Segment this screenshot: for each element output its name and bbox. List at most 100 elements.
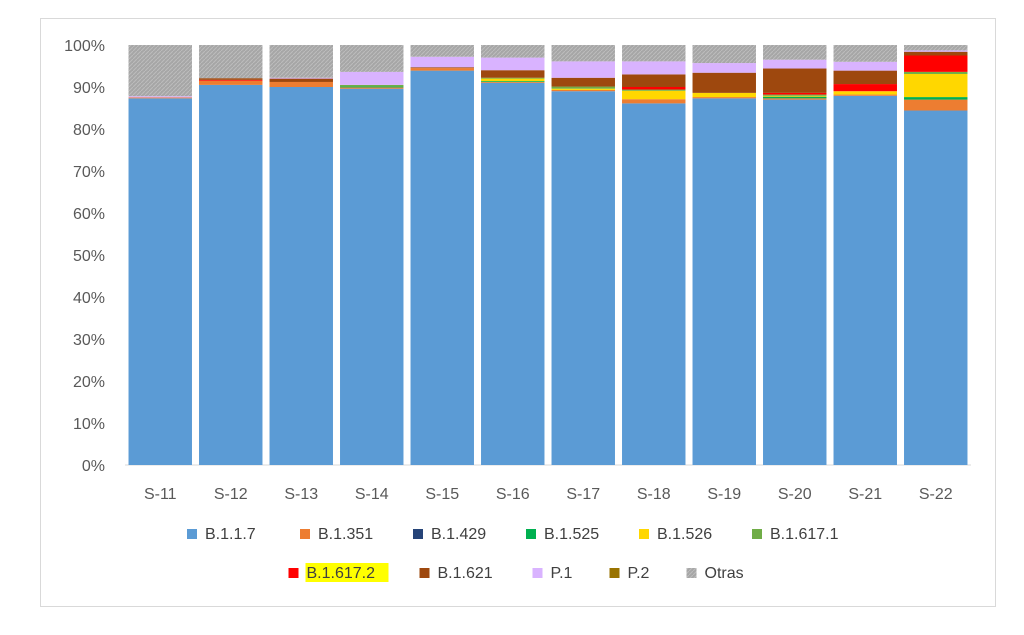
bar-segment-b-1-351 xyxy=(128,97,192,99)
y-tick-label: 20% xyxy=(73,374,105,391)
bar-segment-b-1-617-1 xyxy=(904,71,968,74)
legend-label: P.2 xyxy=(628,565,650,582)
bar-segment-b-1-526 xyxy=(622,90,686,100)
bar-segment-b-1-1-7 xyxy=(692,98,756,465)
bar-segment-b-1-621 xyxy=(481,70,545,78)
bar-segment-p-1 xyxy=(410,56,474,68)
bar-segment-b-1-621 xyxy=(692,72,756,93)
legend-swatch xyxy=(413,529,423,539)
legend-swatch xyxy=(532,568,543,578)
bar-segment-b-1-351 xyxy=(692,97,756,99)
bar-segment-b-1-1-7 xyxy=(551,91,615,465)
legend-swatch xyxy=(187,529,197,539)
bar-segment-b-1-1-7 xyxy=(340,88,404,466)
bar-segment-b-1-621 xyxy=(833,70,897,85)
legend-item-otras: Otras xyxy=(686,565,744,582)
x-tick-label: S-20 xyxy=(778,486,812,503)
bar-segment-otras xyxy=(410,45,474,57)
x-tick-label: S-11 xyxy=(144,486,177,503)
bar-segment-b-1-1-7 xyxy=(763,99,827,465)
bar-segment-b-1-526 xyxy=(551,88,615,90)
bar-segment-otras xyxy=(128,45,192,97)
legend-label: B.1.621 xyxy=(438,565,493,582)
stacked-bar-chart: 0% 10% 20% 30% 40% 50% 60% 70% 80% 90% 100% S-11 S-1… xyxy=(64,38,971,582)
bar-segment-b-1-351 xyxy=(622,99,686,104)
y-tick-label: 30% xyxy=(73,332,105,349)
legend-item-b-1-621: B.1.621 xyxy=(419,565,493,582)
bar-segment-b-1-525 xyxy=(904,97,968,100)
y-tick-label: 60% xyxy=(73,206,105,223)
legend-label: B.1.526 xyxy=(657,526,712,543)
legend-item-b-1-526: B.1.526 xyxy=(639,526,712,543)
x-tick-label: S-22 xyxy=(919,486,953,503)
bar-segment-b-1-526 xyxy=(904,73,968,98)
bar-segment-b-1-617-1 xyxy=(763,94,827,96)
bar-segment-b-1-351 xyxy=(481,81,545,83)
bar-segment-p-1 xyxy=(904,50,968,52)
x-tick-label: S-16 xyxy=(496,486,530,503)
bar-segment-b-1-617-1 xyxy=(622,89,686,91)
bar-segment-p-1 xyxy=(763,59,827,69)
legend-item-p-2: P.2 xyxy=(609,565,650,582)
bar-segment-p-1 xyxy=(692,63,756,73)
legend-item-b-1-429: B.1.429 xyxy=(413,526,486,543)
bar-segment-otras xyxy=(481,45,545,58)
legend-swatch xyxy=(752,529,762,539)
bar-segment-otras xyxy=(692,45,756,64)
bar-segment-b-1-351 xyxy=(763,98,827,100)
bar-segment-b-1-1-7 xyxy=(269,87,333,465)
y-tick-label: 40% xyxy=(73,290,105,307)
bar-segment-b-1-526 xyxy=(692,92,756,98)
legend-label: B.1.617.2 xyxy=(307,565,376,582)
bar-segment-b-1-1-7 xyxy=(410,70,474,465)
bar-segment-b-1-621 xyxy=(410,67,474,69)
bar-segment-b-1-1-7 xyxy=(128,98,192,465)
legend-label: B.1.1.7 xyxy=(205,526,256,543)
legend-label: B.1.525 xyxy=(544,526,599,543)
bar-segment-b-1-351 xyxy=(269,81,333,87)
bar-segment-b-1-525 xyxy=(340,86,404,88)
bar-segment-otras xyxy=(763,45,827,60)
bar-segment-b-1-351 xyxy=(340,87,404,89)
legend-swatch xyxy=(526,529,536,539)
bar-segment-b-1-526 xyxy=(833,91,897,95)
bar-segment-p-1 xyxy=(481,57,545,71)
legend-item-b-1-1-7: B.1.1.7 xyxy=(187,526,256,543)
legend-label: B.1.429 xyxy=(431,526,486,543)
legend-swatch xyxy=(300,529,310,539)
bar-segment-b-1-1-7 xyxy=(622,103,686,465)
legend-item-b-1-525: B.1.525 xyxy=(526,526,599,543)
y-tick-label: 50% xyxy=(73,248,105,265)
bar-segment-otras xyxy=(904,45,968,51)
bar-segment-p-1 xyxy=(622,61,686,75)
y-tick-label: 0% xyxy=(82,458,105,475)
bar-segment-b-1-351 xyxy=(904,99,968,111)
legend-label: Otras xyxy=(705,565,744,582)
bar-segment-b-1-617-2 xyxy=(904,55,968,72)
legend-item-b-1-617-1: B.1.617.1 xyxy=(752,526,839,543)
bar-segment-otras xyxy=(833,45,897,62)
bar-segment-b-1-351 xyxy=(410,68,474,71)
y-tick-label: 80% xyxy=(73,122,105,139)
bar-segment-b-1-617-2 xyxy=(763,92,827,95)
legend-highlight xyxy=(305,563,389,582)
legend-swatch xyxy=(686,568,697,578)
bar-segment-b-1-617-2 xyxy=(199,79,263,81)
bar-segment-otras xyxy=(551,45,615,62)
y-tick-label: 90% xyxy=(73,80,105,97)
x-tick-label: S-19 xyxy=(707,486,741,503)
bar-segment-p-1 xyxy=(128,96,192,98)
bar-segment-b-1-351 xyxy=(199,80,263,85)
legend-label: B.1.617.1 xyxy=(770,526,839,543)
legend-item-p-1: P.1 xyxy=(532,565,573,582)
bar-segment-otras xyxy=(340,45,404,72)
x-tick-label: S-18 xyxy=(637,486,671,503)
bar-segment-b-1-526 xyxy=(763,95,827,97)
bar-segment-b-1-621 xyxy=(269,78,333,82)
bar-segment-b-1-525 xyxy=(481,81,545,82)
bar-segment-b-1-621 xyxy=(199,78,263,80)
bar-segment-b-1-1-7 xyxy=(904,110,968,466)
x-tick-label: S-21 xyxy=(848,486,882,503)
bar-segment-b-1-351 xyxy=(551,89,615,92)
chart-frame: 0% 10% 20% 30% 40% 50% 60% 70% 80% 90% 100% S-11 S-1… xyxy=(40,18,996,607)
